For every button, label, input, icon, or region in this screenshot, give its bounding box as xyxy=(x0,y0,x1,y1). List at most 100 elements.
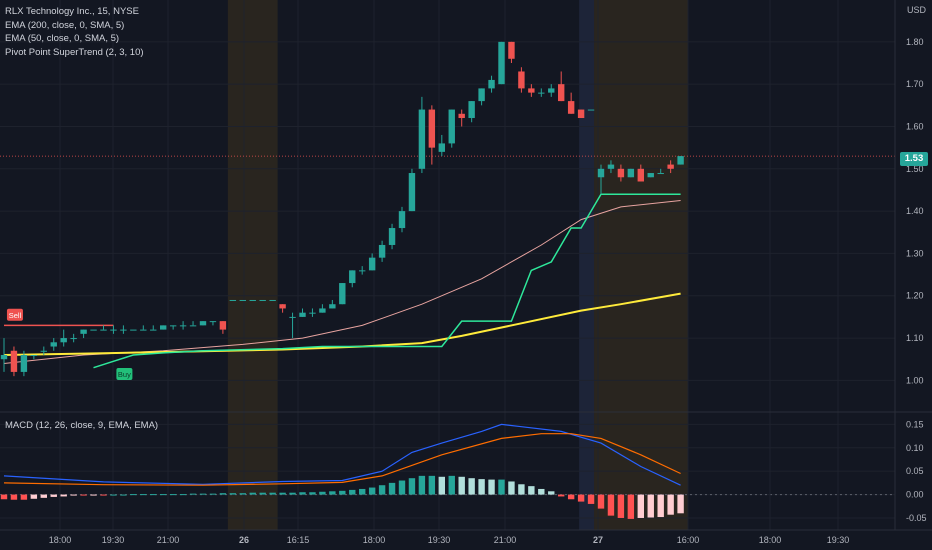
candle-body xyxy=(577,109,585,119)
price-tick-label: 1.30 xyxy=(906,248,924,258)
candle-body xyxy=(398,211,406,229)
macd-histogram-bar xyxy=(150,494,157,496)
macd-histogram-bar xyxy=(657,494,664,518)
macd-histogram-bar xyxy=(478,479,485,495)
macd-histogram-bar xyxy=(130,494,137,496)
time-tick-label: 16:00 xyxy=(677,535,700,545)
macd-histogram-bar xyxy=(269,492,276,495)
time-tick-label: 18:00 xyxy=(759,535,782,545)
macd-histogram-bar xyxy=(229,493,237,495)
macd-histogram-bar xyxy=(279,492,286,495)
macd-histogram-bar xyxy=(169,494,177,496)
candle-body xyxy=(20,354,28,372)
candle-body xyxy=(558,84,565,102)
candle-body xyxy=(418,109,426,169)
buy-signal-label: Buy xyxy=(118,370,131,379)
macd-histogram-bar xyxy=(319,491,326,495)
macd-histogram-bar xyxy=(518,484,525,495)
macd-histogram-bar xyxy=(289,492,296,495)
macd-tick-label: -0.05 xyxy=(906,513,927,523)
macd-histogram-bar xyxy=(498,479,505,495)
macd-histogram-bar xyxy=(448,475,455,495)
candle-body xyxy=(408,173,416,212)
candle-body xyxy=(607,164,615,169)
macd-line xyxy=(3,423,681,486)
candle-body xyxy=(468,101,475,119)
macd-histogram-bar xyxy=(458,476,465,495)
candle-body xyxy=(150,329,157,331)
candle-body xyxy=(110,329,117,331)
candle-body xyxy=(617,168,625,178)
macd-tick-label: 0.05 xyxy=(906,466,924,476)
price-tick-label: 1.40 xyxy=(906,206,924,216)
candle-body xyxy=(160,325,167,330)
candle-body xyxy=(667,164,674,169)
candle-body xyxy=(70,338,77,340)
candle-body xyxy=(140,329,147,331)
price-tick-label: 1.70 xyxy=(906,79,924,89)
macd-histogram-bar xyxy=(567,494,575,500)
candle-body xyxy=(120,329,127,331)
macd-histogram-bar xyxy=(627,494,635,519)
candle-body xyxy=(657,173,664,175)
macd-histogram-bar xyxy=(160,494,167,496)
price-tick-label: 1.50 xyxy=(906,164,924,174)
macd-histogram-bar xyxy=(488,479,495,495)
macd-legend[interactable]: MACD (12, 26, close, 9, EMA, EMA) xyxy=(5,420,159,431)
candle-body xyxy=(40,350,47,352)
macd-histogram-bar xyxy=(309,492,316,495)
macd-histogram-bar xyxy=(299,492,306,495)
candle-body xyxy=(80,329,87,334)
macd-histogram-bar xyxy=(398,480,406,495)
sell-signal-label: Sell xyxy=(9,311,22,320)
macd-histogram-bar xyxy=(528,486,535,495)
ema50-legend[interactable]: EMA (50, close, 0, SMA, 5) xyxy=(5,33,120,44)
signal-line xyxy=(3,433,681,486)
candle-body xyxy=(349,270,356,284)
macd-histogram-bar xyxy=(468,478,475,495)
candle-body xyxy=(339,283,346,305)
macd-histogram-bar xyxy=(199,493,207,495)
macd-histogram-bar xyxy=(617,494,625,518)
macd-histogram-bar xyxy=(10,494,18,500)
macd-histogram-bar xyxy=(80,494,87,496)
macd-histogram-bar xyxy=(339,490,346,495)
macd-histogram-bar xyxy=(100,494,107,496)
macd-histogram-bar xyxy=(538,488,545,495)
candle-body xyxy=(528,88,535,93)
candle-body xyxy=(229,299,237,301)
candle-body xyxy=(368,257,376,271)
macd-histogram-bar xyxy=(20,494,28,500)
candle-body xyxy=(199,321,207,326)
macd-histogram-bar xyxy=(30,494,38,499)
symbol-title[interactable]: RLX Technology Inc., 15, NYSE xyxy=(5,6,139,17)
macd-histogram-bar xyxy=(90,494,97,496)
macd-histogram-bar xyxy=(428,475,436,495)
macd-histogram-bar xyxy=(408,478,416,495)
candle-body xyxy=(637,168,644,182)
candle-body xyxy=(458,113,465,119)
macd-histogram-bar xyxy=(637,494,644,518)
macd-histogram-bar xyxy=(329,491,336,495)
macd-histogram-bar xyxy=(349,489,356,495)
candle-body xyxy=(677,156,684,165)
candle-body xyxy=(329,304,336,309)
candle-body xyxy=(259,299,266,301)
candle-body xyxy=(587,109,595,111)
macd-histogram-bar xyxy=(558,494,565,497)
price-tick-label: 1.10 xyxy=(906,333,924,343)
macd-histogram-bar xyxy=(359,488,366,495)
ema200-legend[interactable]: EMA (200, close, 0, SMA, 5) xyxy=(5,19,125,31)
time-tick-label: 27 xyxy=(593,535,603,545)
macd-histogram-bar xyxy=(607,494,615,516)
macd-histogram-bar xyxy=(378,485,386,495)
candle-body xyxy=(319,308,326,313)
candle-body xyxy=(90,329,97,331)
candle-body xyxy=(209,321,217,323)
supertrend-legend[interactable]: Pivot Point SuperTrend (2, 3, 10) xyxy=(5,46,144,58)
candle-body xyxy=(518,71,525,89)
macd-histogram-bar xyxy=(418,475,426,495)
macd-histogram-bar xyxy=(239,493,246,495)
macd-histogram-bar xyxy=(667,494,674,515)
